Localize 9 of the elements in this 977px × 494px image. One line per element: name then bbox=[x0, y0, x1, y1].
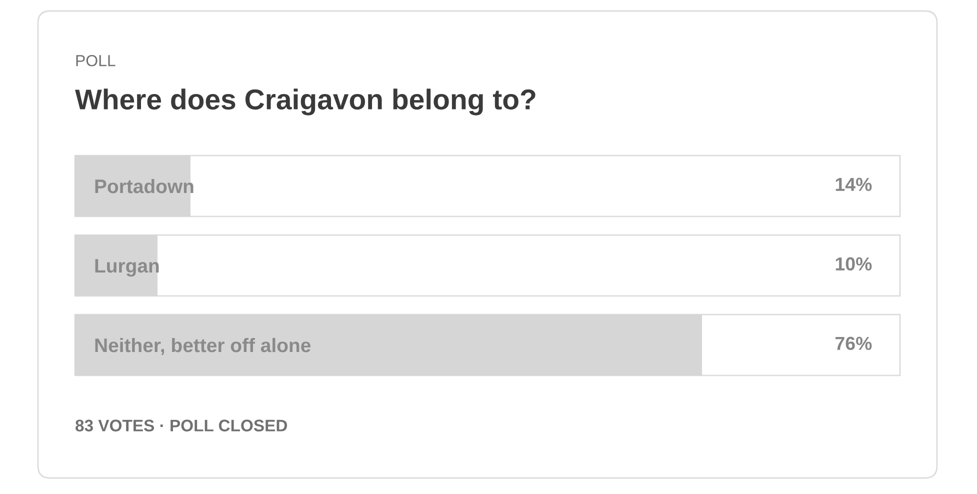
y-tick-label: Portadown bbox=[95, 178, 194, 194]
y-tick-label: Lurgan bbox=[95, 259, 159, 277]
text: 83 VOTES · POLL CLOSED bbox=[76, 420, 288, 432]
text: POLL bbox=[76, 54, 116, 66]
chart-title: Where does Craigavon belong to? bbox=[75, 88, 536, 116]
data-label: 14% bbox=[836, 178, 872, 191]
y-tick-label: Neither, better off alone bbox=[95, 338, 311, 356]
data-label: 76% bbox=[836, 336, 872, 350]
data-label: 10% bbox=[836, 257, 872, 271]
